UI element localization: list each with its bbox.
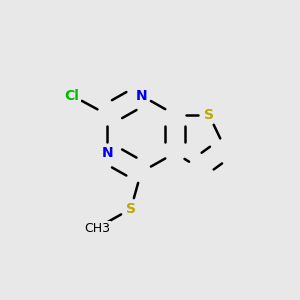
Text: S: S (204, 108, 214, 122)
Text: CH3: CH3 (84, 221, 110, 235)
Text: S: S (126, 202, 136, 216)
Text: N: N (135, 88, 147, 103)
Text: Cl: Cl (64, 88, 80, 103)
Text: N: N (101, 146, 113, 160)
